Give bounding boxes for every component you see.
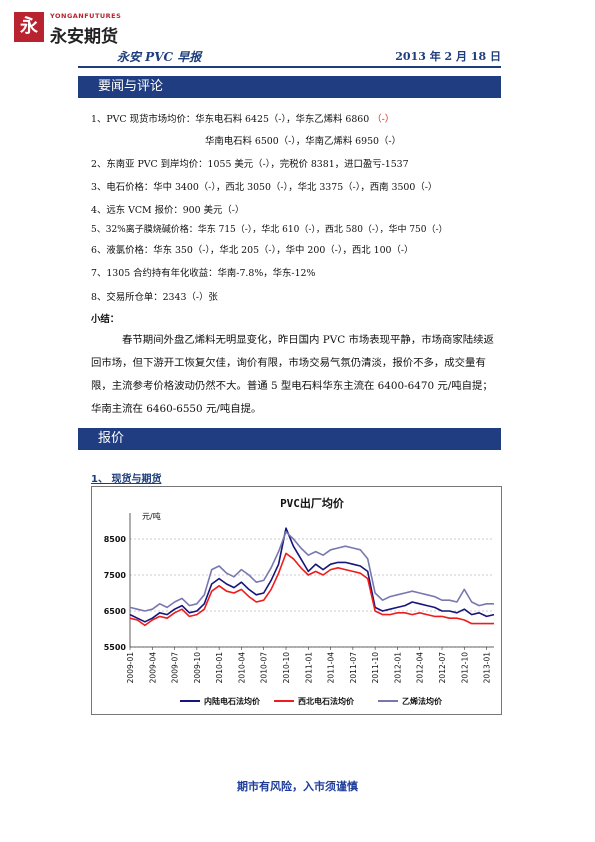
x-tick-label: 2012-04 <box>416 652 425 684</box>
pvc-price-chart: PVC出厂均价元/吨 5500 6500 7500 8500 2009-01 2009-04… <box>91 486 502 715</box>
news-item-1-cont: 华南电石料 6500（-），华南乙烯料 6950（-） <box>205 136 401 147</box>
company-logo-chinese: 永安期货 <box>50 27 118 47</box>
x-tick-label: 2010-10 <box>282 652 291 684</box>
news-item-4: 4、远东 VCM 报价：900 美元（-） <box>91 205 245 216</box>
news-item-1: 1、PVC 现货市场均价：华东电石料 6425（-），华东乙烯料 6860 （-… <box>91 111 394 125</box>
x-tick-label: 2012-07 <box>438 652 447 684</box>
news-item-1-change: （-） <box>372 114 395 125</box>
chart-title: PVC出厂均价 <box>280 496 345 510</box>
y-tick-label: 5500 <box>104 643 127 652</box>
news-item-5: 5、32%离子膜烧碱价格：华东 715（-），华北 610（-），西北 580（… <box>91 225 448 235</box>
report-title: 永安 PVC 早报 <box>117 50 202 64</box>
summary-paragraph: 春节期间外盘乙烯料无明显变化，昨日国内 PVC 市场表现平静，市场商家陆续返回市… <box>91 334 494 415</box>
y-axis-label: 元/吨 <box>142 511 161 521</box>
x-tick-label: 2011-10 <box>371 652 380 684</box>
report-date: 2013 年 2 月 18 日 <box>395 50 501 63</box>
news-item-3: 3、电石价格：华中 3400（-），西北 3050（-），华北 3375（-），… <box>91 182 438 193</box>
x-tick-label: 2010-04 <box>237 652 246 684</box>
x-tick-label: 2009-01 <box>126 652 135 684</box>
x-tick-label: 2010-07 <box>260 652 269 684</box>
x-tick-label: 2011-07 <box>349 652 358 684</box>
series-line-1 <box>129 527 495 623</box>
header-rule <box>78 66 501 68</box>
section-news-heading: 要闻与评论 <box>78 76 501 98</box>
company-logo-english: YONGANFUTURES <box>50 12 122 20</box>
x-tick-label: 2010-01 <box>215 652 224 684</box>
x-tick-label: 2012-10 <box>460 652 469 684</box>
summary-label: 小结： <box>91 314 120 325</box>
series-line-3 <box>129 530 494 612</box>
legend-label-1: 内陆电石法均价 <box>204 696 261 706</box>
x-tick-label: 2013-01 <box>483 652 492 684</box>
x-tick-label: 2009-10 <box>193 652 202 684</box>
company-logo-mark: 永 <box>14 12 44 42</box>
series-line-2 <box>129 552 494 627</box>
news-item-1-text: 1、PVC 现货市场均价：华东电石料 6425（-），华东乙烯料 6860 <box>91 114 373 125</box>
x-tick-label: 2012-01 <box>393 652 402 684</box>
spot-futures-subheading: 1、 现货与期货 <box>91 474 162 485</box>
news-item-2: 2、东南亚 PVC 到岸均价：1055 美元（-），完税价 8381，进口盈亏-… <box>91 159 409 170</box>
news-item-8: 8、交易所仓单：2343（-）张 <box>91 292 218 303</box>
news-item-6: 6、液氯价格：华东 350（-），华北 205（-），华中 200（-），西北 … <box>91 245 414 256</box>
y-tick-label: 7500 <box>104 571 127 580</box>
x-tick-label: 2009-07 <box>171 652 180 684</box>
y-tick-label: 6500 <box>104 607 127 616</box>
legend-label-2: 西北电石法均价 <box>298 696 355 706</box>
risk-disclaimer: 期市有风险，入市须谨慎 <box>237 780 358 793</box>
y-tick-label: 8500 <box>104 535 127 544</box>
x-tick-label: 2011-04 <box>327 652 336 684</box>
legend-label-3: 乙烯法均价 <box>402 696 443 706</box>
section-price-heading: 报价 <box>78 428 501 450</box>
x-tick-label: 2011-01 <box>304 652 313 684</box>
x-tick-label: 2009-04 <box>148 652 157 684</box>
news-item-7: 7、1305 合约持有年化收益：华南-7.8%，华东-12% <box>91 268 316 279</box>
